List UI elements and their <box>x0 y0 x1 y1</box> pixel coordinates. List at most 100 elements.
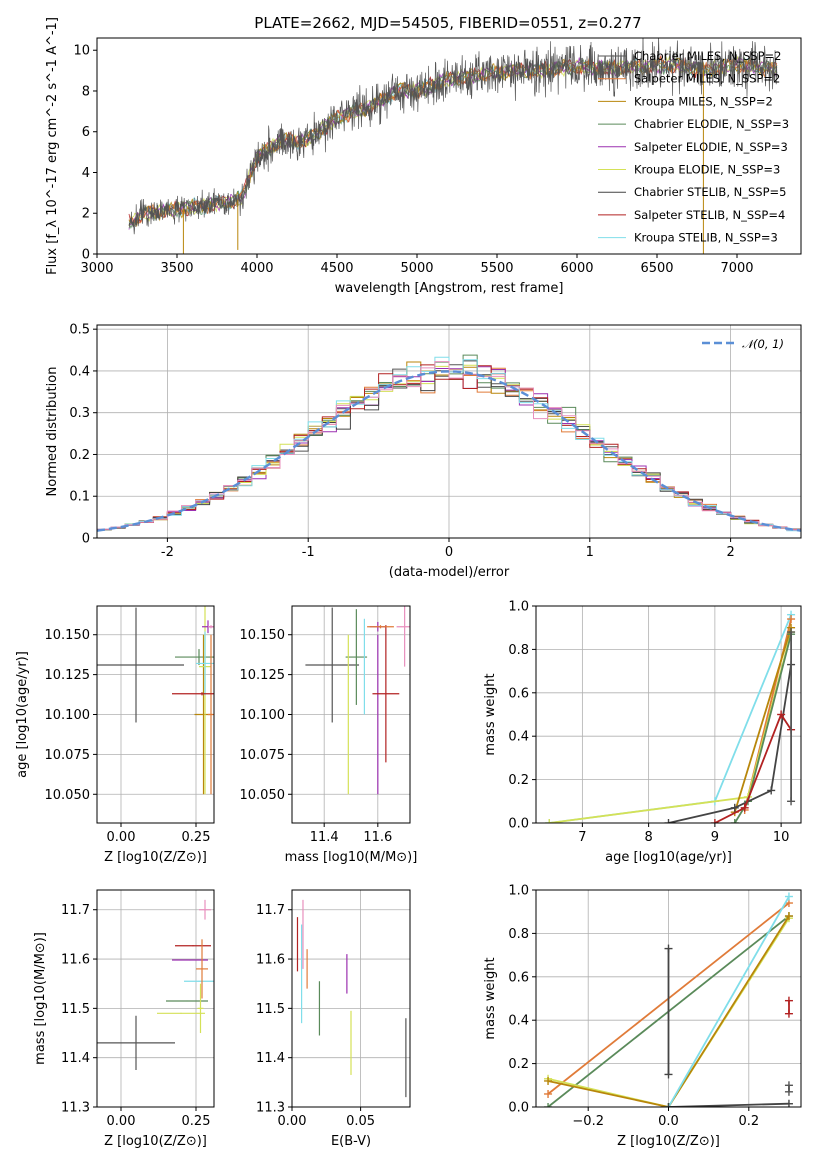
error-point <box>305 607 360 723</box>
legend-label: Chabrier MILES, N_SSP=2 <box>634 49 781 63</box>
legend-label: Salpeter ELODIE, N_SSP=3 <box>634 140 788 154</box>
y-tick-label: 11.6 <box>61 953 90 968</box>
error-point <box>208 634 214 795</box>
y-tick-label: 11.5 <box>61 1002 90 1017</box>
axes-spectrum: 3000 3500 4000 4500 5000 5500 6000 6500 7000 0 2 4 6… <box>45 17 802 296</box>
axes-age-vs-mass: 11.4 11.6 10.050 10.075 10.100 10.125 10.150 ma… <box>240 605 418 865</box>
axes-frame <box>96 37 802 255</box>
x-tick-label: 2 <box>726 545 734 560</box>
x-tick-label: 0 <box>445 545 453 560</box>
y-tick-label: 11.3 <box>256 1101 285 1116</box>
error-point <box>172 959 208 961</box>
y-axis-label: mass weight <box>483 673 498 755</box>
y-tick-label: 11.6 <box>256 953 285 968</box>
y-tick-label: 0.2 <box>69 448 90 463</box>
error-point <box>166 1000 208 1002</box>
y-tick-label: 10.050 <box>45 788 91 803</box>
x-tick-label: 4500 <box>320 261 353 276</box>
y-tick-label: 0.2 <box>508 773 529 788</box>
y-tick-label: 10.075 <box>240 748 286 763</box>
y-tick-label: 1.0 <box>508 884 529 899</box>
plot-area <box>544 892 793 1107</box>
plot-area <box>128 38 778 254</box>
y-tick-label: 0.8 <box>508 643 529 658</box>
x-axis-label: mass [log10(M/M⊙)] <box>285 850 418 865</box>
y-tick-label: 2 <box>82 207 90 222</box>
y-axis-label: Normed distribution <box>45 367 60 497</box>
y-tick-label: 10.125 <box>45 668 91 683</box>
axes-mass-vs-EBV: 0.00 0.05 11.3 11.4 11.5 11.6 11.7 E(B-V) <box>256 889 411 1149</box>
x-tick-label: −0.2 <box>572 1114 604 1129</box>
y-tick-label: 0.1 <box>69 490 90 505</box>
y-tick-label: 0.4 <box>69 364 90 379</box>
plot-area <box>97 899 214 1071</box>
y-tick-label: 1.0 <box>508 600 529 615</box>
plot-area <box>545 610 796 823</box>
x-axis-label: Z [log10(Z/Z⊙)] <box>104 850 207 865</box>
axes-weight-vs-age: 7 8 9 10 0.0 0.2 0.4 0.6 0.8 1.0 age [log10(age/yr… <box>483 600 802 865</box>
y-axis-label: mass [log10(M/M⊙)] <box>33 932 48 1065</box>
x-tick-label: 4000 <box>240 261 273 276</box>
axes-residuals: -2 -1 0 1 2 0 0.1 0.2 0.3 0.4 0.5 (data-model)/erro… <box>45 323 802 580</box>
plot-area <box>296 899 407 1098</box>
x-tick-label: 6000 <box>560 261 593 276</box>
axes-frame <box>291 889 411 1108</box>
legend-label: Chabrier ELODIE, N_SSP=3 <box>634 117 789 131</box>
error-point <box>172 692 214 696</box>
error-point <box>184 980 214 982</box>
x-axis-label: age [log10(age/yr)] <box>605 850 732 865</box>
x-tick-label: 1 <box>586 545 594 560</box>
y-tick-label: 10.125 <box>240 668 286 683</box>
y-axis-label: mass weight <box>483 957 498 1039</box>
error-point <box>396 606 410 667</box>
x-tick-label: 0.25 <box>182 1114 211 1129</box>
error-point <box>196 939 208 999</box>
x-axis-label: Z [log10(Z/Z⊙)] <box>104 1134 207 1149</box>
error-point <box>363 618 366 715</box>
x-tick-label: 11.4 <box>310 830 339 845</box>
y-tick-label: 0 <box>82 532 90 547</box>
y-axis-label: Flux [f_λ 10^-17 erg cm^-2 s^-1 A^-1] <box>45 17 60 275</box>
y-tick-label: 11.5 <box>256 1002 285 1017</box>
legend-label: Salpeter MILES, N_SSP=2 <box>634 72 780 86</box>
error-point <box>197 983 204 1034</box>
axes-frame <box>535 605 802 824</box>
x-tick-label: 0.00 <box>278 1114 307 1129</box>
error-point <box>157 1012 205 1014</box>
y-tick-label: 0.6 <box>508 970 529 985</box>
y-tick-label: 10.100 <box>45 708 91 723</box>
legend-label: Kroupa MILES, N_SSP=2 <box>634 94 773 108</box>
x-axis-label: E(B-V) <box>331 1134 371 1149</box>
y-tick-label: 6 <box>82 125 90 140</box>
legend-label: Chabrier STELIB, N_SSP=5 <box>634 185 786 199</box>
x-tick-label: 0.2 <box>738 1114 759 1129</box>
histogram-step <box>97 364 801 531</box>
error-point <box>372 625 400 763</box>
axes-mass-vs-Z: 0.00 0.25 11.3 11.4 11.5 11.6 11.7 Z [log10(Z/Z… <box>33 889 215 1149</box>
x-tick-label: 0.0 <box>658 1114 679 1129</box>
plot-area <box>97 606 214 795</box>
y-tick-label: 4 <box>82 166 90 181</box>
weight-line <box>668 1102 790 1107</box>
plot-area <box>97 354 801 532</box>
y-tick-label: 0.4 <box>508 730 529 745</box>
error-point <box>367 625 394 629</box>
error-point <box>345 609 368 705</box>
weight-line <box>547 915 790 1107</box>
x-tick-label: 5000 <box>400 261 433 276</box>
x-axis-label: Z [log10(Z/Z⊙)] <box>617 1134 720 1149</box>
axes-weight-vs-Z: −0.2 0.0 0.2 0.0 0.2 0.4 0.6 0.8 1.0 Z [log10(Z/Z… <box>483 884 802 1149</box>
error-point <box>175 649 214 666</box>
x-tick-label: 10 <box>773 830 790 845</box>
y-tick-label: 11.4 <box>256 1051 285 1066</box>
plot-area <box>305 606 410 795</box>
x-tick-label: 3000 <box>80 261 113 276</box>
legend: Chabrier MILES, N_SSP=2 Salpeter MILES, N… <box>598 49 789 245</box>
legend-label: Salpeter STELIB, N_SSP=4 <box>634 208 785 222</box>
y-tick-label: 0.0 <box>508 1101 529 1116</box>
y-tick-label: 10.150 <box>240 628 286 643</box>
error-point <box>97 1015 175 1071</box>
gaussian-curve <box>97 370 801 532</box>
y-tick-label: 0.0 <box>508 817 529 832</box>
x-tick-label: 8 <box>644 830 652 845</box>
